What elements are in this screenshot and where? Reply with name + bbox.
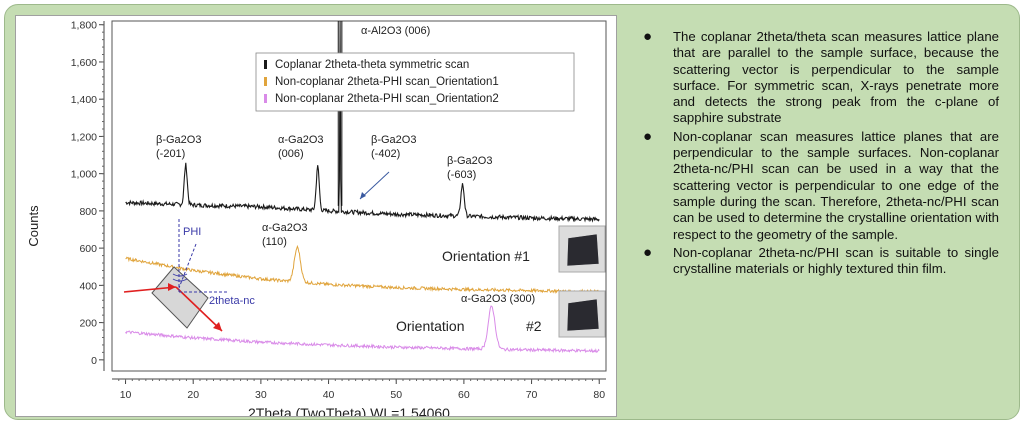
series-line-2 [125, 244, 600, 295]
orientation-label: Orientation #1 [442, 248, 530, 264]
y-tick-label: 400 [79, 280, 97, 292]
note-item: ● Non-coplanar 2theta-nc/PHI scan is suit… [639, 243, 999, 278]
peak-label: (006) [278, 148, 304, 160]
x-tick-label: 50 [390, 389, 402, 401]
sample-wafer [566, 233, 600, 267]
y-tick-label: 1,800 [71, 20, 97, 32]
legend-swatch [264, 60, 267, 69]
x-tick-label: 60 [458, 389, 470, 401]
bullet-icon: ● [643, 127, 653, 145]
peak-label: β-Ga2O3 [447, 155, 492, 167]
y-tick-label: 1,600 [71, 57, 97, 69]
explanation-list: ● The coplanar 2theta/theta scan measures… [639, 28, 999, 279]
bullet-icon: ● [643, 243, 653, 261]
legend-swatch [264, 77, 267, 86]
diffracted-beam [175, 286, 223, 332]
plot-area-frame [111, 20, 607, 372]
diffracted-beam-arrowhead [213, 322, 222, 331]
two-theta-nc-label: 2theta-nc [209, 295, 255, 307]
phi-label: PHI [183, 226, 201, 238]
x-axis-label: 2Theta (TwoTheta) WL=1.54060 [248, 405, 450, 416]
legend-label: Non-coplanar 2theta-PHI scan_Orientation… [275, 93, 499, 105]
y-tick-label: 1,000 [71, 169, 97, 181]
rotation-arc [172, 273, 188, 282]
legend-label: Non-coplanar 2theta-PHI scan_Orientation… [275, 76, 499, 88]
y-tick-label: 1,400 [71, 94, 97, 106]
peak-label: β-Ga2O3 [156, 134, 201, 146]
y-tick-label: 0 [91, 355, 97, 367]
peak-label: α-Al2O3 (006) [361, 25, 430, 37]
x-tick-label: 70 [526, 389, 538, 401]
sample-wafer [566, 298, 600, 332]
x-tick-label: 20 [187, 389, 199, 401]
annotation-arrowhead [360, 192, 366, 199]
peak-label: α-Ga2O3 [262, 222, 308, 234]
x-tick-label: 40 [323, 389, 335, 401]
note-text: Non-coplanar 2theta-nc/PHI scan is suita… [673, 244, 999, 277]
note-text: Non-coplanar scan measures lattice plane… [673, 128, 999, 242]
scattering-vector [178, 243, 197, 289]
peak-label: (110) [262, 236, 287, 248]
xrd-chart: 0 200 400 600 800 1,000 1,200 1,400 1,600 1,800 10… [26, 20, 607, 416]
content-panel: 0 200 400 600 800 1,000 1,200 1,400 1,600 1,800 10… [4, 4, 1020, 420]
legend-swatch [264, 94, 267, 103]
peak-label: (-201) [156, 148, 185, 160]
note-text: The coplanar 2theta/theta scan measures … [673, 29, 999, 126]
series-line-3 [125, 305, 600, 354]
orientation-label: Orientation [396, 318, 464, 334]
x-tick-label: 80 [593, 389, 605, 401]
annotation-arrow [359, 171, 390, 200]
legend-box [255, 52, 575, 112]
orientation-label: #2 [526, 318, 542, 334]
legend-label: Coplanar 2theta-theta symmetric scan [275, 59, 469, 71]
note-item: ● Non-coplanar scan measures lattice plan… [639, 127, 999, 243]
y-tick-label: 800 [79, 206, 97, 218]
sample-schematic [151, 266, 209, 329]
y-tick-label: 600 [79, 243, 97, 255]
y-tick-label: 200 [79, 318, 97, 330]
incident-beam-arrowhead [168, 283, 176, 291]
y-axis-label: Counts [26, 205, 41, 247]
peak-label: (-402) [371, 148, 400, 160]
peak-label: β-Ga2O3 [371, 134, 416, 146]
bullet-icon: ● [643, 28, 653, 45]
y-tick-label: 1,200 [71, 131, 97, 143]
peak-label: α-Ga2O3 [278, 134, 324, 146]
peak-label: α-Ga2O3 (300) [461, 293, 535, 305]
note-item: ● The coplanar 2theta/theta scan measures… [639, 28, 999, 127]
xrd-plot-panel: 0 200 400 600 800 1,000 1,200 1,400 1,600 1,800 10… [15, 15, 617, 417]
x-tick-label: 30 [255, 389, 267, 401]
incident-beam [123, 286, 177, 293]
peak-label: (-603) [447, 169, 476, 181]
series-line-1 [125, 20, 600, 223]
x-tick-label: 10 [120, 389, 132, 401]
